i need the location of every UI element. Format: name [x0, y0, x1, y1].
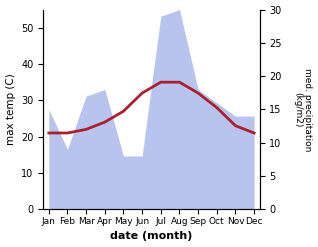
Y-axis label: med. precipitation
(kg/m2): med. precipitation (kg/m2) — [293, 68, 313, 151]
Y-axis label: max temp (C): max temp (C) — [5, 74, 16, 145]
X-axis label: date (month): date (month) — [110, 231, 193, 242]
